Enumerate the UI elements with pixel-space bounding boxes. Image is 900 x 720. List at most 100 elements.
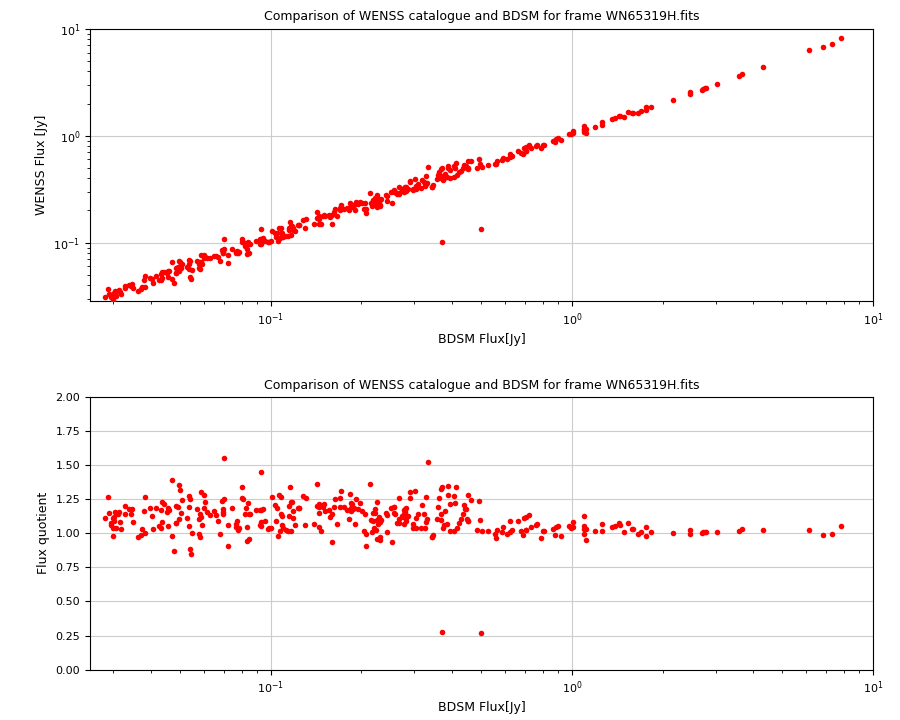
- Point: [419, 513, 434, 525]
- Point: [605, 114, 619, 125]
- Point: [254, 233, 268, 245]
- Point: [183, 493, 197, 505]
- Point: [231, 247, 246, 258]
- Point: [343, 488, 357, 500]
- Point: [194, 256, 208, 268]
- Point: [262, 522, 276, 534]
- Point: [613, 110, 627, 122]
- Point: [564, 523, 579, 534]
- Point: [594, 518, 608, 530]
- Point: [254, 467, 268, 478]
- Point: [107, 289, 122, 300]
- Point: [174, 262, 188, 274]
- Point: [608, 112, 623, 124]
- Point: [148, 270, 163, 282]
- Point: [502, 526, 517, 538]
- Point: [472, 158, 487, 170]
- Point: [369, 189, 383, 201]
- Point: [192, 258, 206, 269]
- Point: [229, 521, 243, 533]
- Point: [286, 222, 301, 233]
- Point: [242, 508, 256, 520]
- Point: [436, 173, 451, 184]
- Point: [184, 273, 198, 284]
- Point: [474, 161, 489, 173]
- Point: [580, 523, 594, 535]
- Point: [397, 186, 411, 198]
- Point: [536, 139, 551, 150]
- Point: [524, 521, 538, 532]
- Point: [343, 197, 357, 208]
- Point: [337, 203, 351, 215]
- Point: [364, 526, 379, 537]
- Point: [698, 526, 713, 538]
- Point: [399, 181, 413, 192]
- Point: [212, 528, 227, 540]
- Point: [175, 494, 189, 505]
- Point: [554, 530, 569, 541]
- Point: [365, 197, 380, 208]
- Point: [366, 198, 381, 210]
- Point: [529, 518, 544, 529]
- Point: [514, 525, 528, 536]
- Point: [182, 255, 196, 266]
- Point: [402, 486, 417, 498]
- Point: [182, 264, 196, 275]
- Point: [495, 154, 509, 166]
- Point: [117, 500, 131, 512]
- Point: [104, 291, 119, 302]
- Point: [639, 104, 653, 116]
- Point: [511, 516, 526, 527]
- Point: [396, 185, 410, 197]
- Point: [242, 238, 256, 250]
- Point: [696, 526, 710, 538]
- Point: [193, 508, 207, 520]
- Point: [288, 519, 302, 531]
- Point: [824, 528, 839, 539]
- Point: [236, 493, 250, 505]
- Point: [369, 523, 383, 535]
- Point: [364, 200, 379, 212]
- Point: [307, 518, 321, 530]
- Point: [197, 497, 211, 508]
- Point: [346, 503, 361, 514]
- Point: [345, 498, 359, 510]
- Point: [299, 214, 313, 225]
- Point: [366, 194, 381, 206]
- Point: [802, 45, 816, 56]
- Point: [371, 518, 385, 530]
- Point: [398, 506, 412, 518]
- Point: [547, 137, 562, 148]
- Point: [283, 500, 297, 512]
- Point: [519, 145, 534, 156]
- Point: [184, 271, 198, 283]
- Point: [368, 503, 382, 515]
- Point: [180, 512, 194, 523]
- Point: [154, 522, 168, 534]
- Point: [162, 266, 176, 277]
- Point: [399, 512, 413, 523]
- Title: Comparison of WENSS catalogue and BDSM for frame WN65319H.fits: Comparison of WENSS catalogue and BDSM f…: [264, 11, 699, 24]
- Point: [281, 525, 295, 536]
- Point: [193, 264, 207, 275]
- Point: [157, 498, 171, 510]
- Point: [339, 202, 354, 214]
- Point: [169, 262, 184, 274]
- Point: [427, 180, 441, 192]
- Point: [299, 492, 313, 503]
- Point: [387, 186, 401, 198]
- Point: [284, 526, 299, 537]
- Point: [414, 175, 428, 186]
- Point: [577, 124, 591, 135]
- Point: [328, 204, 342, 215]
- Point: [435, 481, 449, 492]
- Point: [502, 152, 517, 163]
- Point: [683, 89, 698, 100]
- Point: [634, 105, 648, 117]
- Point: [109, 290, 123, 302]
- Point: [464, 156, 479, 167]
- Point: [284, 220, 299, 232]
- Point: [157, 266, 171, 277]
- Point: [275, 523, 290, 534]
- Point: [155, 272, 169, 284]
